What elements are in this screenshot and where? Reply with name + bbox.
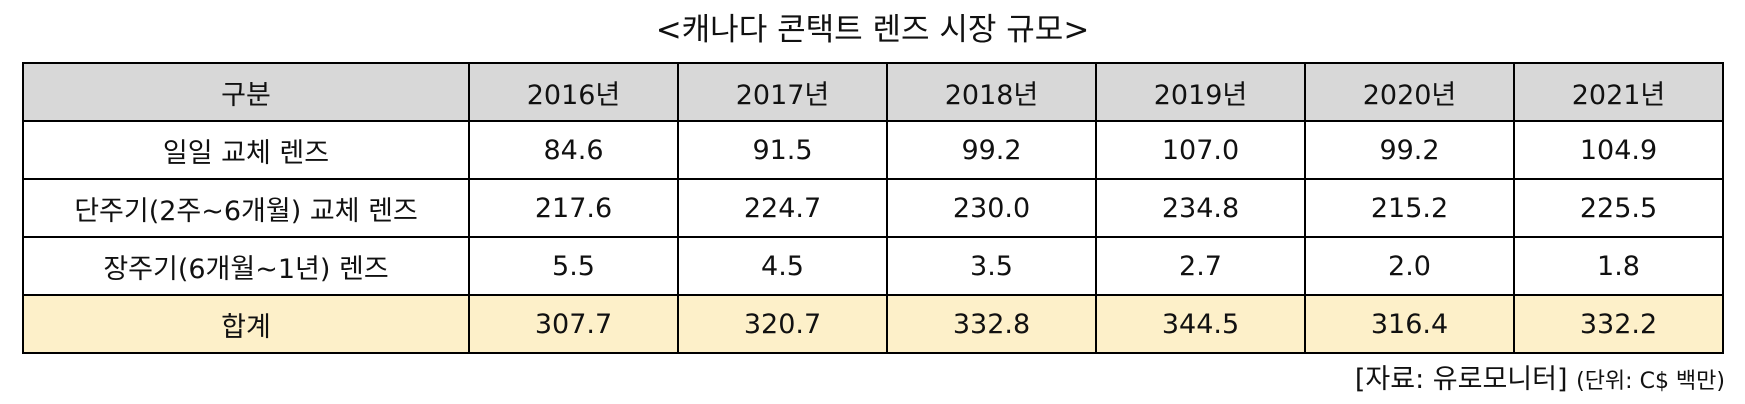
- cell-value: 99.2: [886, 120, 1097, 180]
- header-row: 구분 2016년 2017년 2018년 2019년 2020년 2021년: [22, 62, 1724, 122]
- cell-value: 224.7: [677, 178, 888, 238]
- row-label: 장주기(6개월~1년) 렌즈: [22, 236, 470, 296]
- cell-value: 230.0: [886, 178, 1097, 238]
- cell-value: 4.5: [677, 236, 888, 296]
- header-year: 2019년: [1095, 62, 1306, 122]
- source-note: [자료: 유로모니터] (단위: C$ 백만): [1355, 362, 1725, 398]
- unit-text: (단위: C$ 백만): [1576, 369, 1725, 394]
- total-value: 344.5: [1095, 294, 1306, 354]
- cell-value: 5.5: [468, 236, 679, 296]
- cell-value: 84.6: [468, 120, 679, 180]
- cell-value: 2.0: [1304, 236, 1515, 296]
- total-value: 320.7: [677, 294, 888, 354]
- total-value: 316.4: [1304, 294, 1515, 354]
- cell-value: 107.0: [1095, 120, 1306, 180]
- header-year: 2016년: [468, 62, 679, 122]
- table-title: <캐나다 콘택트 렌즈 시장 규모>: [655, 12, 1090, 48]
- header-year: 2021년: [1513, 62, 1724, 122]
- row-label: 단주기(2주~6개월) 교체 렌즈: [22, 178, 470, 238]
- table-row: 일일 교체 렌즈 84.6 91.5 99.2 107.0 99.2 104.9: [22, 120, 1724, 180]
- total-value: 307.7: [468, 294, 679, 354]
- header-year: 2020년: [1304, 62, 1515, 122]
- header-year: 2017년: [677, 62, 888, 122]
- source-text: [자료: 유로모니터]: [1354, 364, 1568, 395]
- total-value: 332.2: [1513, 294, 1724, 354]
- cell-value: 2.7: [1095, 236, 1306, 296]
- table-row: 장주기(6개월~1년) 렌즈 5.5 4.5 3.5 2.7 2.0 1.8: [22, 236, 1724, 296]
- cell-value: 3.5: [886, 236, 1097, 296]
- market-size-table: 구분 2016년 2017년 2018년 2019년 2020년 2021년 일…: [22, 62, 1724, 354]
- cell-value: 215.2: [1304, 178, 1515, 238]
- row-label: 일일 교체 렌즈: [22, 120, 470, 180]
- header-category: 구분: [22, 62, 470, 122]
- total-row: 합계 307.7 320.7 332.8 344.5 316.4 332.2: [22, 294, 1724, 354]
- cell-value: 234.8: [1095, 178, 1306, 238]
- total-label: 합계: [22, 294, 470, 354]
- cell-value: 91.5: [677, 120, 888, 180]
- cell-value: 1.8: [1513, 236, 1724, 296]
- cell-value: 217.6: [468, 178, 679, 238]
- cell-value: 225.5: [1513, 178, 1724, 238]
- table-row: 단주기(2주~6개월) 교체 렌즈 217.6 224.7 230.0 234.…: [22, 178, 1724, 238]
- cell-value: 104.9: [1513, 120, 1724, 180]
- total-value: 332.8: [886, 294, 1097, 354]
- cell-value: 99.2: [1304, 120, 1515, 180]
- header-year: 2018년: [886, 62, 1097, 122]
